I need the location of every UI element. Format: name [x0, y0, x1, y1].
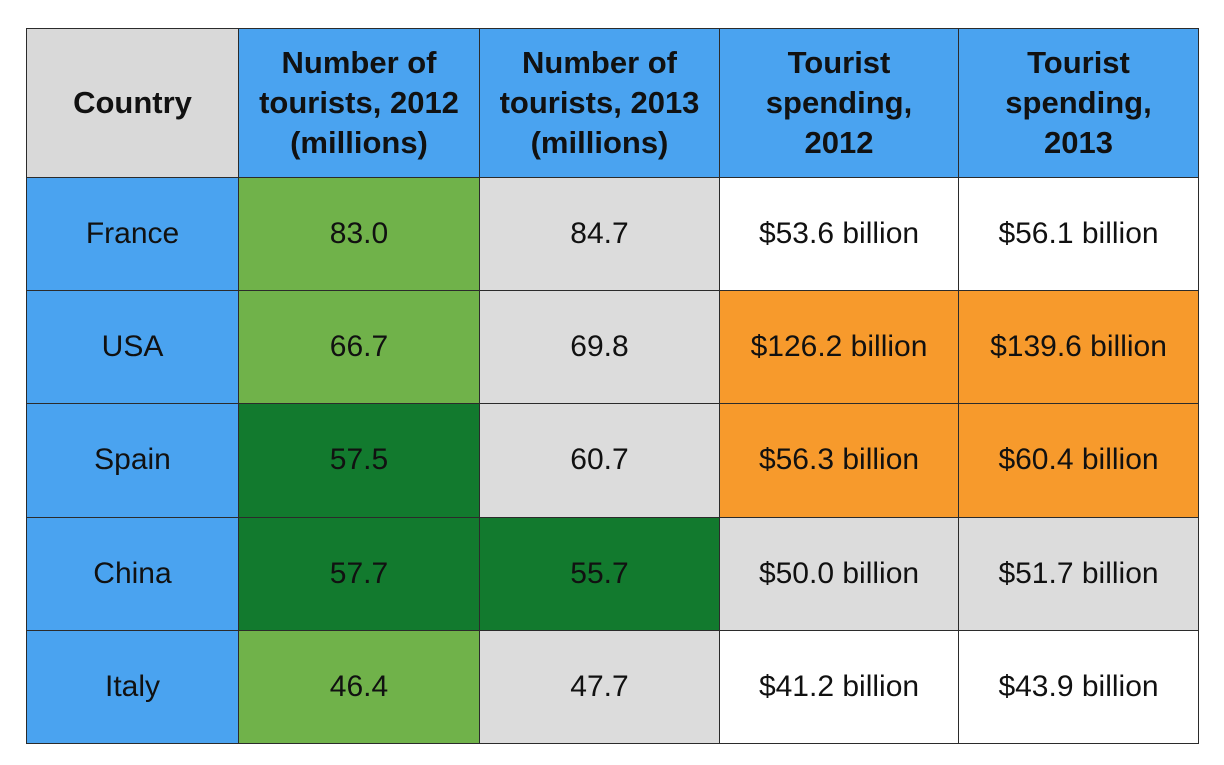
header-row: Country Number of tourists, 2012 (millio… [26, 28, 1199, 178]
tourists-2013-cell: 69.8 [479, 290, 720, 405]
table-row: China 57.7 55.7 $50.0 billion $51.7 billion [26, 516, 1199, 631]
header-line: Country [73, 85, 192, 120]
header-line: tourists, 2013 [499, 85, 700, 120]
country-cell: China [26, 516, 239, 631]
header-line: (millions) [290, 125, 428, 160]
tourists-2013-cell: 60.7 [479, 403, 720, 518]
table-body: France 83.0 84.7 $53.6 billion $56.1 billion… [26, 176, 1199, 745]
header-spending-2012: Tourist spending, 2012 [719, 28, 959, 178]
spending-2013-cell: $43.9 billion [958, 629, 1199, 745]
header-line: (millions) [530, 125, 669, 160]
table-row: Spain 57.5 60.7 $56.3 billion $60.4 billion [26, 403, 1199, 518]
table-row: USA 66.7 69.8 $126.2 billion $139.6 billion [26, 290, 1199, 405]
header-country: Country [26, 28, 239, 178]
header-line: tourists, 2012 [259, 85, 459, 120]
header-line: 2012 [804, 125, 874, 160]
spending-2013-cell: $139.6 billion [958, 290, 1199, 405]
spending-2013-cell: $51.7 billion [958, 516, 1199, 631]
spending-2012-cell: $56.3 billion [719, 403, 959, 518]
header-tourists-2012: Number of tourists, 2012 (millions) [238, 28, 480, 178]
spending-2012-cell: $53.6 billion [719, 176, 959, 292]
spending-2012-cell: $126.2 billion [719, 290, 959, 405]
header-line: spending, [1005, 85, 1152, 120]
table-row: France 83.0 84.7 $53.6 billion $56.1 billion [26, 176, 1199, 292]
header-line: Number of [281, 45, 437, 80]
tourists-2013-cell: 84.7 [479, 176, 720, 292]
country-cell: France [26, 176, 239, 292]
tourists-2013-cell: 47.7 [479, 629, 720, 745]
header-tourists-2013: Number of tourists, 2013 (millions) [479, 28, 720, 178]
tourists-2012-cell: 46.4 [238, 629, 480, 745]
spending-2012-cell: $41.2 billion [719, 629, 959, 745]
spending-2013-cell: $56.1 billion [958, 176, 1199, 292]
country-cell: Spain [26, 403, 239, 518]
header-line: Tourist [1027, 45, 1130, 80]
header-line: spending, [765, 85, 913, 120]
header-line: 2013 [1044, 125, 1113, 160]
tourists-2012-cell: 57.5 [238, 403, 480, 518]
spending-2013-cell: $60.4 billion [958, 403, 1199, 518]
tourists-2013-cell: 55.7 [479, 516, 720, 631]
tourists-2012-cell: 66.7 [238, 290, 480, 405]
country-cell: Italy [26, 629, 239, 745]
tourists-2012-cell: 57.7 [238, 516, 480, 631]
header-spending-2013: Tourist spending, 2013 [958, 28, 1199, 178]
header-line: Tourist [787, 45, 891, 80]
tourists-2012-cell: 83.0 [238, 176, 480, 292]
spending-2012-cell: $50.0 billion [719, 516, 959, 631]
tourism-data-table: Country Number of tourists, 2012 (millio… [26, 28, 1199, 745]
tourism-table-container: Country Number of tourists, 2012 (millio… [26, 28, 1199, 745]
country-cell: USA [26, 290, 239, 405]
table-row: Italy 46.4 47.7 $41.2 billion $43.9 billion [26, 629, 1199, 745]
header-line: Number of [522, 45, 677, 80]
